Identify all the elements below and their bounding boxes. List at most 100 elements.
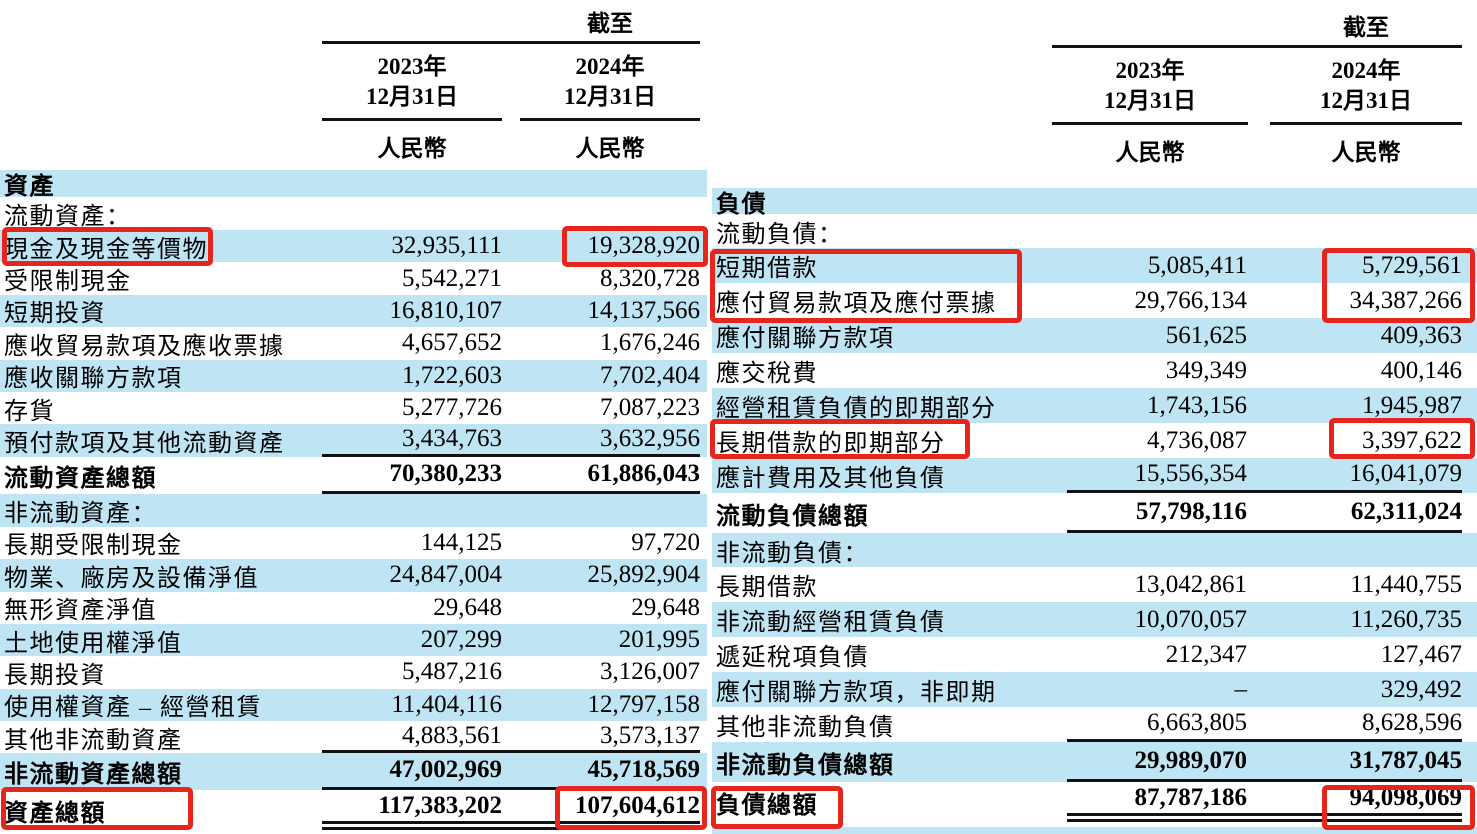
as-of-label: 截至 (587, 11, 633, 36)
value-2024: 1,945,987 (1362, 391, 1462, 419)
row-label: 應付關聯方款項 (716, 326, 895, 352)
table-row: 存貨 5,277,726 7,087,223 (0, 392, 707, 425)
table-row: 非流動資產： (0, 493, 707, 527)
row-label: 負債 (716, 191, 767, 218)
value-2023: 57,798,116 (1067, 493, 1247, 533)
value-2023: 1,722,603 (402, 361, 502, 389)
value-2024: 34,387,266 (1349, 286, 1463, 314)
row-label: 其他非流動資產 (4, 727, 183, 754)
column-header-2023: 2023年 12月31日 (1052, 48, 1248, 125)
row-label: 現金及現金等價物 (4, 236, 208, 263)
row-label: 資產總額 (4, 800, 106, 827)
column-header-2024: 2024年 12月31日 (520, 44, 700, 121)
row-label: 流動資產總額 (4, 465, 157, 492)
value-2023: 144,125 (420, 528, 502, 556)
row-label: 非流動負債總額 (716, 752, 895, 779)
table-row: 長期投資 5,487,216 3,126,007 (0, 656, 707, 689)
table-row: 資產 (0, 170, 707, 200)
table-row: 長期借款的即期部分 4,736,087 3,397,622 (712, 423, 1477, 458)
value-2024 (502, 197, 700, 230)
value-2023: 29,648 (433, 593, 502, 621)
row-label: 其他非流動負債 (716, 715, 895, 741)
table-row: 長期受限制現金 144,125 97,720 (0, 527, 707, 560)
table-row: 現金及現金等價物 32,935,111 19,328,920 (0, 230, 707, 263)
value-2024: 12,797,158 (587, 690, 701, 718)
table-row: 非流動資產總額 47,002,969 45,718,569 (0, 753, 707, 791)
table-row: 其他非流動負債 6,663,805 8,628,596 (712, 707, 1477, 742)
value-2023: 1,743,156 (1147, 391, 1247, 419)
value-2024 (1247, 533, 1462, 567)
value-2024: 29,648 (631, 593, 700, 621)
row-label: 預付款項及其他流動資產 (4, 431, 285, 458)
row-label: 應付關聯方款項，非即期 (716, 680, 997, 706)
value-2024 (1247, 188, 1462, 214)
value-2023: 4,736,087 (1147, 426, 1247, 454)
table-row: 應收貿易款項及應收票據 4,657,652 1,676,246 (0, 327, 707, 360)
table-row: 非流動負債： (712, 533, 1477, 567)
value-2024: 19,328,920 (587, 232, 701, 260)
currency-label-2024: 人民幣 (1331, 139, 1401, 165)
row-label: 應交稅費 (716, 361, 818, 387)
table-row: 預付款項及其他流動資產 3,434,763 3,632,956 (0, 424, 707, 458)
currency-row: 人民幣 人民幣 (322, 121, 700, 163)
row-label: 存貨 (4, 398, 55, 425)
row-label: 非流動資產： (4, 500, 157, 527)
date-row: 2023年 12月31日 2024年 12月31日 (1052, 48, 1462, 125)
as-of-label: 截至 (1343, 15, 1389, 40)
assets-table: 資產 流動資產： 現金及現金等價物 32,935,111 19,328,920 受限制現金… (0, 170, 707, 831)
value-2023 (1067, 188, 1247, 214)
row-label: 非流動負債： (716, 540, 869, 567)
value-2023: 29,989,070 (1067, 742, 1247, 782)
currency-label-2024: 人民幣 (575, 135, 645, 161)
value-2023 (322, 197, 502, 230)
value-2023 (322, 170, 502, 197)
table-row: 應交稅費 349,349 400,146 (712, 353, 1477, 388)
value-2024: 3,632,956 (502, 424, 700, 457)
table-row: 非流動負債總額 29,989,070 31,787,045 (712, 742, 1477, 782)
row-label: 短期投資 (4, 301, 106, 328)
value-2023: 5,542,271 (402, 264, 502, 292)
row-label: 使用權資產 – 經營租賃 (4, 695, 262, 722)
table-row: 流動負債： (712, 214, 1477, 248)
table-row: 短期投資 16,810,107 14,137,566 (0, 294, 707, 328)
value-2024: 400,146 (1380, 356, 1462, 384)
value-2023: 349,349 (1165, 356, 1247, 384)
table-row: 遞延稅項負債 212,347 127,467 (712, 637, 1477, 672)
row-label: 物業、廠房及設備淨值 (4, 565, 259, 592)
row-label: 長期借款 (716, 575, 818, 601)
value-2024: 61,886,043 (502, 457, 700, 494)
table-row: 土地使用權淨值 207,299 201,995 (0, 623, 707, 657)
table-row: 長期借款 13,042,861 11,440,755 (712, 567, 1477, 602)
period-header-assets: 截至 2023年 12月31日 2024年 12月31日 人民幣 人民幣 (322, 4, 700, 163)
table-row: 應付關聯方款項 561,625 409,363 (712, 318, 1477, 353)
value-2024: 8,628,596 (1247, 707, 1462, 742)
row-label: 流動資產： (4, 204, 132, 230)
partial-next-row (712, 827, 1477, 834)
value-2023: 5,277,726 (402, 394, 502, 422)
value-2023 (1067, 214, 1247, 248)
value-2024: 94,098,069 (1247, 782, 1462, 822)
value-2023: 10,070,057 (1134, 605, 1248, 633)
row-label: 非流動資產總額 (4, 762, 183, 789)
row-label: 應收關聯方款項 (4, 366, 183, 393)
row-label: 長期受限制現金 (4, 533, 183, 560)
value-2023: 4,883,561 (322, 721, 502, 754)
table-row: 流動資產總額 70,380,233 61,886,043 (0, 457, 707, 494)
column-header-2024: 2024年 12月31日 (1270, 48, 1462, 125)
currency-label-2023: 人民幣 (1115, 139, 1185, 165)
row-label: 應計費用及其他負債 (716, 466, 946, 492)
value-2023: 11,404,116 (391, 690, 502, 718)
value-2023: 5,487,216 (402, 658, 502, 686)
value-2023: 70,380,233 (322, 457, 502, 494)
value-2023: 16,810,107 (389, 296, 503, 324)
value-2023: 4,657,652 (402, 329, 502, 357)
value-2023: 117,383,202 (322, 790, 502, 831)
value-2023: 24,847,004 (389, 561, 503, 589)
column-header-2023: 2023年 12月31日 (322, 44, 502, 121)
value-2023: 5,085,411 (1147, 251, 1247, 279)
value-2024: 8,320,728 (600, 264, 700, 292)
as-of-row: 截至 (1052, 8, 1462, 48)
currency-row: 人民幣 人民幣 (1052, 125, 1462, 167)
liabilities-table: 負債 流動負債： 短期借款 5,085,411 5,729,561 應付貿易款項及應付票據… (712, 188, 1477, 822)
